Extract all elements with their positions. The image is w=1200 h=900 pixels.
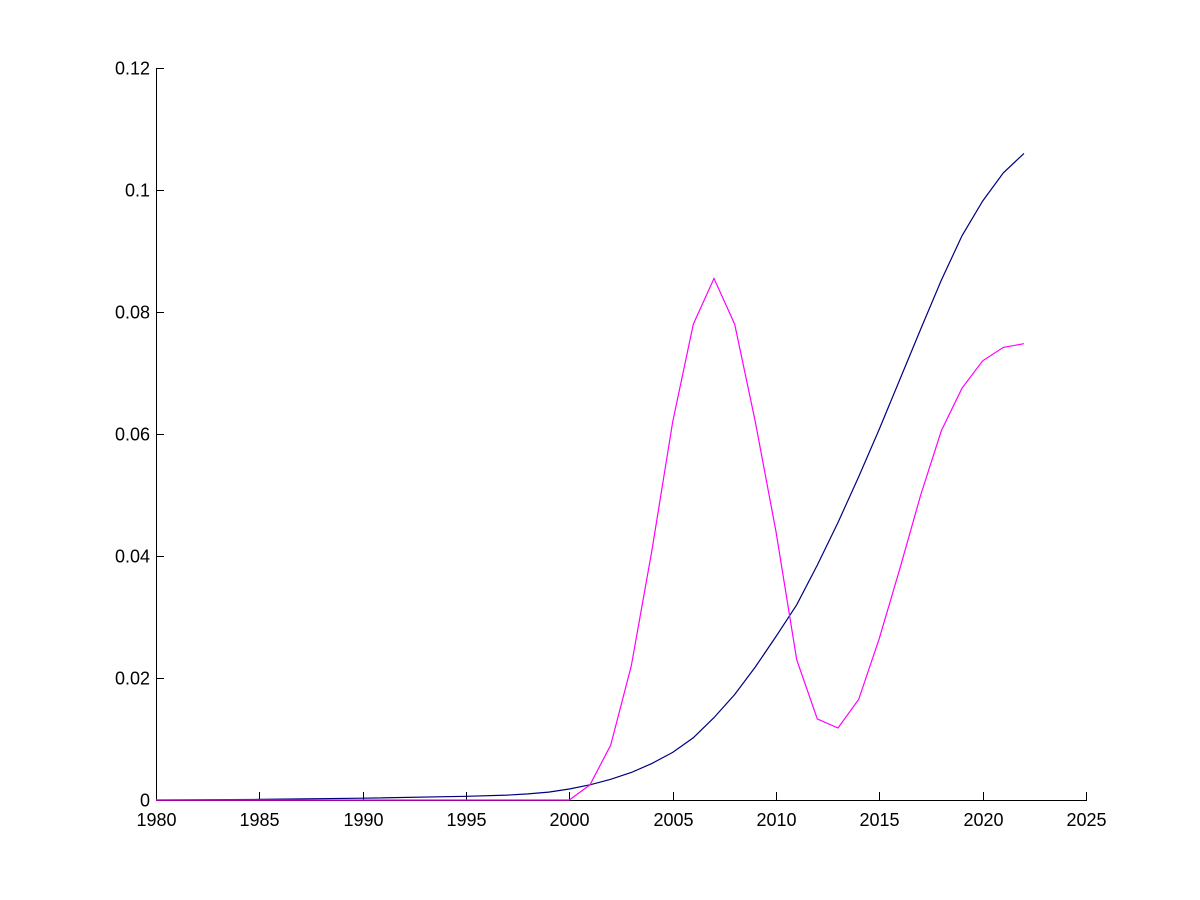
y-tick-label: 0 xyxy=(140,791,150,811)
x-tick-label: 1995 xyxy=(446,810,486,830)
x-tick-label: 2020 xyxy=(963,810,1003,830)
x-tick-label: 2005 xyxy=(653,810,693,830)
y-tick-label: 0.02 xyxy=(115,669,150,689)
y-tick-label: 0.12 xyxy=(115,59,150,79)
x-tick-label: 2010 xyxy=(756,810,796,830)
x-tick-label: 2025 xyxy=(1066,810,1106,830)
x-tick-label: 1985 xyxy=(239,810,279,830)
x-axis-ticks: 1980 1985 1990 1995 2000 2005 2010 2015 2020 2025 xyxy=(136,792,1107,830)
x-tick-label: 1990 xyxy=(343,810,383,830)
y-tick-label: 0.08 xyxy=(115,303,150,323)
series-line-2 xyxy=(156,276,1025,801)
x-tick-label: 1980 xyxy=(136,810,176,830)
series-line-1 xyxy=(155,152,1025,801)
series-layer xyxy=(155,152,1025,801)
y-tick-label: 0.06 xyxy=(115,425,150,445)
y-tick-label: 0.04 xyxy=(115,547,150,567)
y-tick-label: 0.1 xyxy=(125,181,150,201)
x-tick-label: 2000 xyxy=(549,810,589,830)
x-tick-label: 2015 xyxy=(859,810,899,830)
